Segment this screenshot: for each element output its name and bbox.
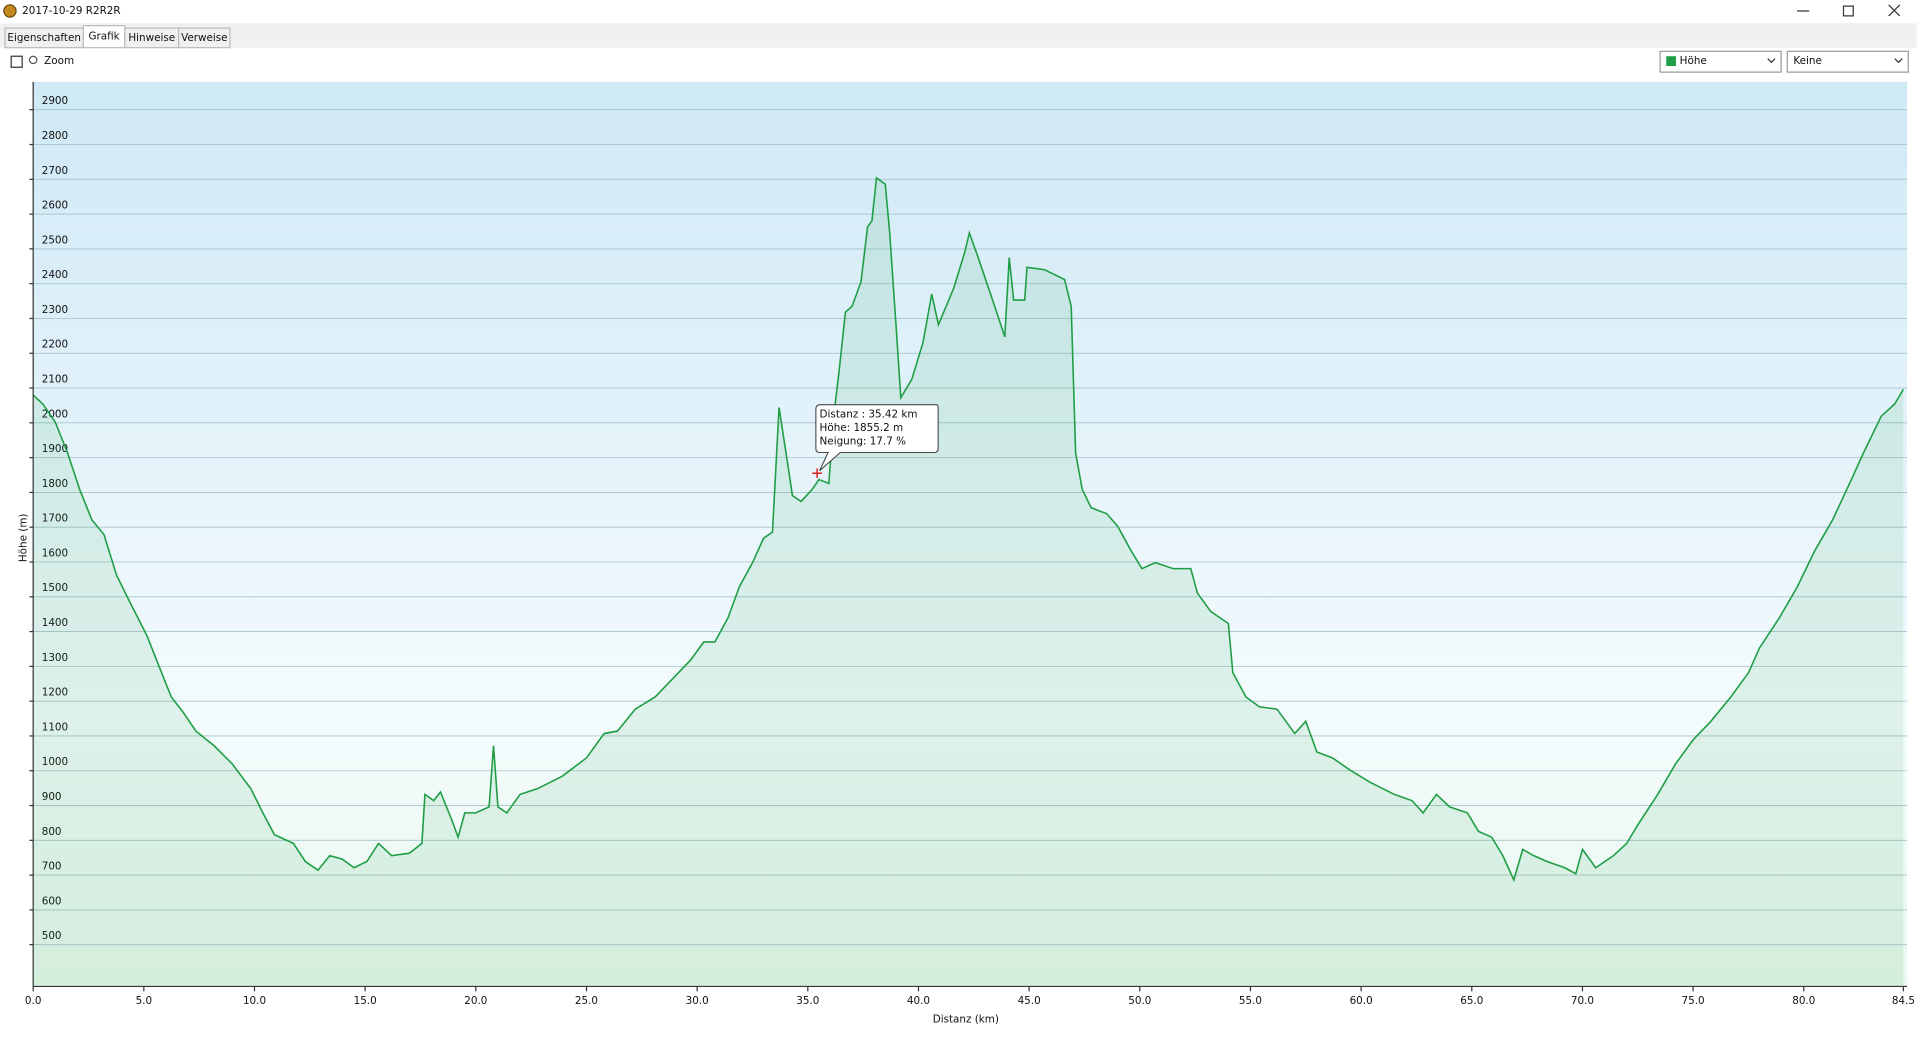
line — [32, 176, 1905, 883]
y-tick-label: 2100 — [42, 373, 68, 385]
dropdown-arrow — [1894, 58, 1903, 64]
y-tick-label: 600 — [42, 895, 62, 907]
tab-label[interactable]: Eigenschaften — [7, 32, 81, 44]
x-tick-label: 5.0 — [136, 995, 153, 1007]
x-tick-label: 65.0 — [1460, 995, 1483, 1007]
x-tick-label: 80.0 — [1792, 995, 1815, 1007]
app-icon — [3, 4, 17, 18]
zoom-icon — [28, 55, 38, 65]
x-tick-label: 84.5 — [1892, 995, 1915, 1007]
tooltip-line: Distanz : 35.42 km — [820, 409, 918, 421]
x-tick-label: 50.0 — [1128, 995, 1151, 1007]
x-tick-label: 60.0 — [1350, 995, 1373, 1007]
y-tick-label: 900 — [42, 791, 62, 803]
y-tick-label: 2300 — [42, 304, 68, 316]
series-swatch — [1666, 56, 1677, 67]
tabs: Eigenschaften Grafik Hinweise Verweise — [4, 25, 231, 49]
x-tick-label: 30.0 — [686, 995, 709, 1007]
y-tick-label: 1500 — [42, 582, 68, 594]
x-tick-label: 75.0 — [1682, 995, 1705, 1007]
plot: 500 600 700 800 900 1000 1100 1200 1300 1400 1500 1… — [25, 95, 1915, 1007]
y-tick-label: 2400 — [42, 269, 68, 281]
y-tick-label: 1000 — [42, 756, 68, 768]
y-tick-label: 2600 — [42, 200, 68, 212]
dropdown-arrow — [1767, 58, 1776, 64]
y-tick-label: 2200 — [42, 339, 68, 351]
tooltip-box — [815, 404, 939, 472]
tooltip-marker — [812, 468, 823, 479]
y-tick-label: 800 — [42, 826, 62, 838]
y-tick-label: 1100 — [42, 721, 68, 733]
zoom-label[interactable]: Zoom — [44, 55, 74, 67]
close-button[interactable] — [1888, 4, 1901, 17]
y-axis-label: Höhe (m) — [17, 514, 29, 563]
series-dropdown-text[interactable]: Höhe — [1680, 55, 1707, 67]
tab-bar — [0, 23, 1917, 48]
x-tick-label: 40.0 — [907, 995, 930, 1007]
x-tick-label: 10.0 — [243, 995, 266, 1007]
x-tick-label: 0.0 — [25, 995, 42, 1007]
zoom-checkbox[interactable] — [10, 55, 23, 68]
y-tick-label: 1600 — [42, 547, 68, 559]
x-tick-label: 15.0 — [354, 995, 377, 1007]
tab-label[interactable]: Hinweise — [128, 32, 175, 44]
x-tick-label: 70.0 — [1571, 995, 1594, 1007]
y-tick-label: 500 — [42, 930, 62, 942]
y-tick-label: 1300 — [42, 652, 68, 664]
tab[interactable] — [178, 27, 231, 49]
y-tick-label: 1400 — [42, 617, 68, 629]
area — [33, 177, 1904, 987]
window-title: 2017-10-29 R2R2R — [22, 5, 120, 17]
x-tick-label: 20.0 — [464, 995, 487, 1007]
y-tick-label: 1700 — [42, 513, 68, 525]
tab-label[interactable]: Verweise — [181, 32, 227, 44]
second-dropdown[interactable] — [1786, 50, 1909, 73]
y-tick-label: 1900 — [42, 443, 68, 455]
y-tick-label: 2800 — [42, 130, 68, 142]
x-axis-label: Distanz (km) — [933, 1013, 999, 1025]
tooltip-line: Neigung: 17.7 % — [820, 435, 907, 447]
x-tick-label: 55.0 — [1239, 995, 1262, 1007]
y-tick-label: 2500 — [42, 234, 68, 246]
restore-button[interactable] — [1842, 5, 1854, 17]
y-tick-label: 700 — [42, 861, 62, 873]
x-tick-label: 35.0 — [796, 995, 819, 1007]
series-dropdown[interactable] — [1659, 50, 1782, 73]
y-tick-label: 2900 — [42, 95, 68, 107]
y-tick-label: 1800 — [42, 478, 68, 490]
y-tick-label: 1200 — [42, 687, 68, 699]
tab-label[interactable]: Grafik — [88, 31, 119, 43]
second-dropdown-text[interactable]: Keine — [1793, 55, 1822, 67]
tooltip-line: Höhe: 1855.2 m — [820, 422, 904, 434]
x-tick-label: 45.0 — [1018, 995, 1041, 1007]
x-tick-label: 25.0 — [575, 995, 598, 1007]
y-tick-label: 2700 — [42, 165, 68, 177]
